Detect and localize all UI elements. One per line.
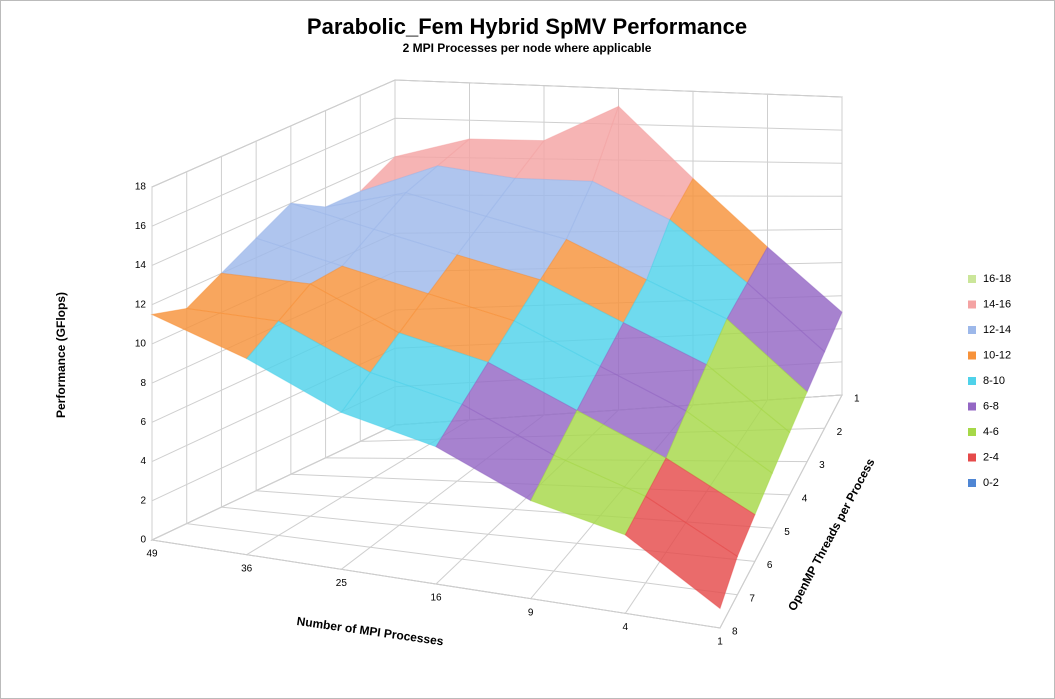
grid-line	[151, 79, 843, 188]
y-tick-label: 7	[749, 593, 755, 604]
z-tick-label: 0	[140, 535, 146, 546]
z-tick-label: 6	[140, 417, 146, 428]
legend-label: 14-16	[983, 298, 1011, 310]
legend-swatch	[968, 428, 976, 436]
legend-swatch	[968, 275, 976, 283]
legend-swatch	[968, 453, 976, 462]
legend-label: 10-12	[983, 349, 1011, 361]
y-tick-label: 2	[837, 427, 843, 438]
legend-swatch	[968, 326, 976, 334]
x-tick-label: 9	[528, 607, 534, 618]
surface-patch	[624, 495, 738, 610]
grid-line	[151, 117, 843, 227]
z-tick-label: 4	[140, 456, 146, 467]
legend-swatch	[968, 377, 976, 385]
legend-swatch	[968, 300, 976, 309]
z-axis-title: Performance (GFlops)	[54, 292, 68, 418]
legend-label: 12-14	[983, 324, 1011, 336]
z-tick-label: 12	[135, 299, 147, 310]
z-tick-label: 2	[140, 495, 146, 506]
floor-grid-line	[151, 539, 721, 629]
floor-grid-line	[186, 523, 738, 596]
y-tick-label: 5	[784, 527, 790, 538]
y-tick-label: 6	[767, 560, 773, 571]
chart-title: Parabolic_Fem Hybrid SpMV Performance	[307, 14, 747, 39]
y-tick-label: 3	[819, 460, 825, 471]
x-tick-label: 49	[146, 549, 158, 560]
z-tick-label: 10	[135, 339, 147, 350]
legend-label: 6-8	[983, 400, 999, 412]
z-tick-label: 14	[135, 260, 147, 271]
x-tick-label: 25	[336, 578, 348, 589]
y-tick-label: 4	[802, 493, 808, 504]
legend-label: 8-10	[983, 375, 1005, 387]
z-tick-label: 16	[135, 221, 147, 232]
y-tick-label: 8	[732, 627, 738, 638]
x-tick-label: 16	[430, 593, 442, 604]
legend-label: 0-2	[983, 477, 999, 489]
y-tick-label: 1	[854, 394, 860, 405]
x-tick-label: 1	[717, 637, 723, 648]
x-tick-label: 4	[623, 622, 629, 633]
z-tick-label: 8	[140, 378, 146, 389]
x-tick-label: 36	[241, 563, 253, 574]
chart-subtitle: 2 MPI Processes per node where applicabl…	[403, 41, 652, 55]
floor-grid-line	[719, 394, 843, 629]
legend-label: 16-18	[983, 273, 1011, 285]
legend-swatch	[968, 479, 976, 487]
legend-label: 4-6	[983, 426, 999, 438]
legend-label: 2-4	[983, 451, 999, 463]
legend-swatch	[968, 402, 976, 411]
z-tick-label: 18	[135, 182, 147, 193]
legend-swatch	[968, 351, 976, 360]
